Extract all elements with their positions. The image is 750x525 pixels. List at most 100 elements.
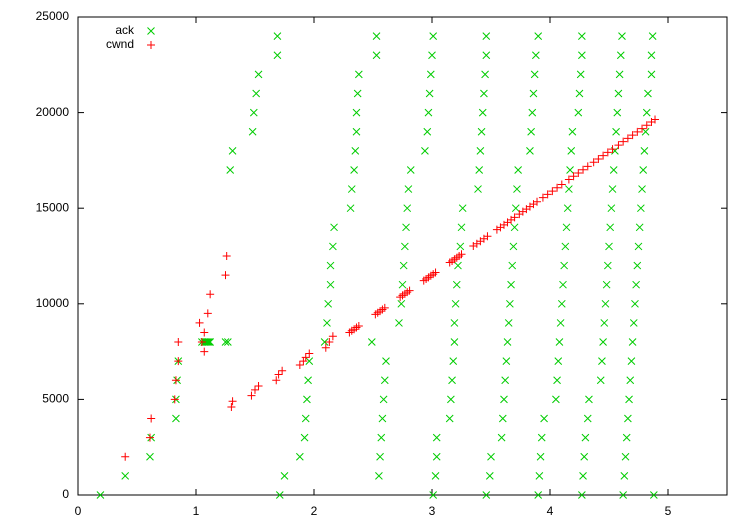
point <box>174 357 183 366</box>
point <box>625 395 633 404</box>
point <box>380 303 389 312</box>
point <box>475 166 484 174</box>
x-tick-label: 3 <box>429 504 436 518</box>
point <box>451 299 460 308</box>
point <box>324 299 333 308</box>
point <box>566 166 574 174</box>
point <box>457 250 466 259</box>
point <box>492 225 501 234</box>
point <box>606 223 615 232</box>
point <box>511 204 520 213</box>
point <box>367 338 376 346</box>
point <box>431 472 440 480</box>
point <box>647 70 656 79</box>
point <box>329 242 337 251</box>
point <box>301 414 310 423</box>
point <box>272 376 281 385</box>
point <box>514 166 522 174</box>
point <box>146 452 154 461</box>
point <box>602 280 611 289</box>
point <box>202 338 211 346</box>
legend-marker <box>147 41 155 49</box>
point <box>172 414 180 423</box>
point <box>556 319 565 327</box>
point <box>528 108 537 117</box>
point <box>614 141 623 150</box>
point <box>535 472 544 480</box>
point <box>578 32 586 40</box>
point <box>320 338 329 346</box>
point <box>432 452 441 461</box>
point <box>328 332 337 341</box>
point <box>401 242 409 251</box>
point <box>424 108 433 117</box>
point <box>485 472 494 480</box>
point <box>579 165 588 174</box>
point <box>634 242 643 251</box>
point <box>200 347 209 356</box>
point <box>431 268 440 277</box>
point <box>583 162 592 171</box>
point <box>583 414 592 423</box>
point <box>632 280 640 289</box>
point <box>399 261 408 270</box>
point <box>507 280 515 289</box>
point <box>618 32 626 40</box>
point <box>449 357 458 366</box>
point <box>482 32 491 40</box>
point <box>612 127 620 136</box>
point <box>254 382 263 391</box>
point <box>300 433 309 442</box>
point <box>206 290 215 299</box>
point <box>621 452 630 461</box>
point <box>206 338 215 346</box>
point <box>574 169 583 178</box>
point <box>569 172 578 181</box>
point <box>382 357 390 366</box>
point <box>425 89 434 98</box>
point <box>247 391 256 400</box>
point <box>203 338 212 346</box>
point <box>377 433 386 442</box>
point <box>421 146 429 155</box>
point <box>378 414 387 423</box>
point <box>170 395 179 404</box>
point <box>480 89 488 98</box>
point <box>503 338 512 346</box>
point <box>305 349 314 358</box>
point <box>529 89 538 98</box>
point <box>254 70 263 79</box>
y-tick-label: 25000 <box>36 9 70 23</box>
point <box>301 353 310 362</box>
point <box>203 309 212 318</box>
point <box>598 357 606 366</box>
point <box>445 414 454 423</box>
point <box>562 223 571 232</box>
point <box>568 127 577 136</box>
legend-label: cwnd <box>106 37 134 51</box>
point <box>372 32 381 40</box>
point <box>372 51 381 60</box>
point <box>633 127 642 136</box>
point <box>596 376 605 385</box>
point <box>628 338 637 346</box>
point <box>222 252 231 260</box>
x-tick-label: 4 <box>547 504 554 518</box>
point <box>631 299 639 308</box>
point <box>275 491 284 499</box>
point <box>221 271 230 280</box>
point <box>615 70 624 79</box>
point <box>527 127 535 136</box>
y-tick-label: 15000 <box>36 200 70 214</box>
point <box>447 395 455 404</box>
point <box>552 395 560 404</box>
point <box>476 146 485 155</box>
point <box>303 395 311 404</box>
point <box>379 395 388 404</box>
point <box>637 204 645 213</box>
point <box>397 299 406 308</box>
point <box>649 491 658 499</box>
point <box>627 357 636 366</box>
point <box>482 51 491 60</box>
